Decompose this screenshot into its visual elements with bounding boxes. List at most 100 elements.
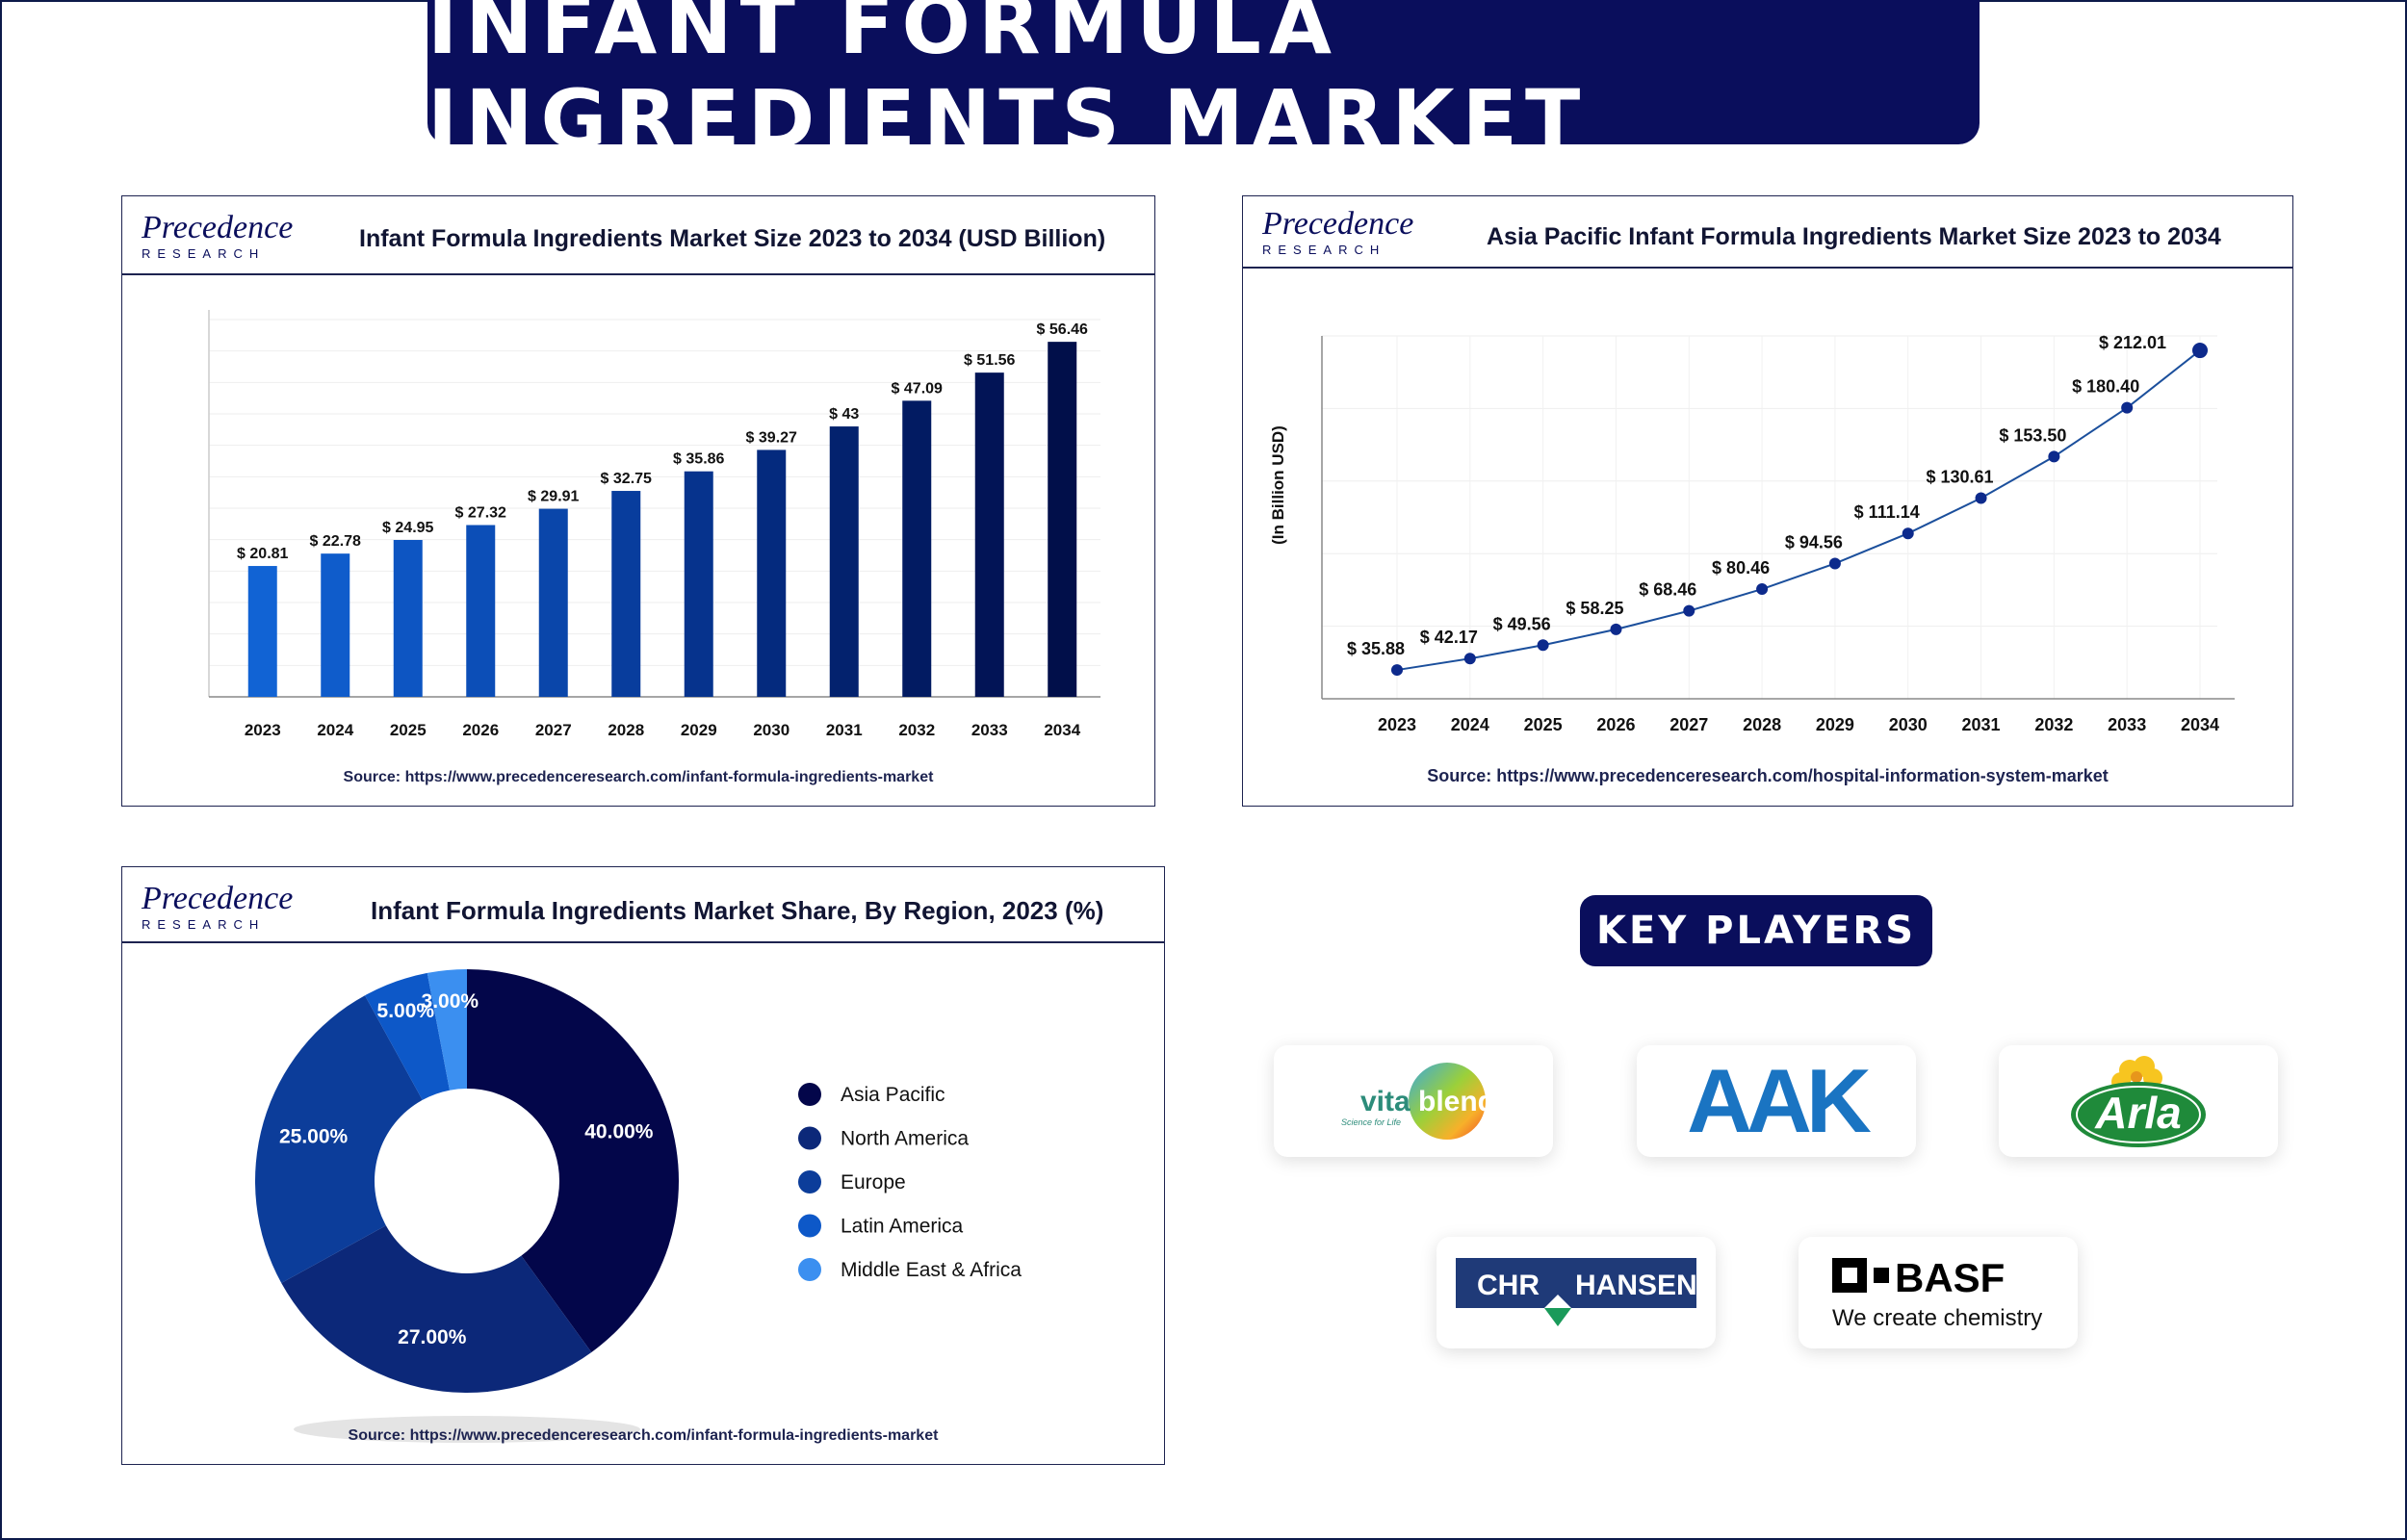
- x-tick-label: 2032: [898, 721, 935, 739]
- legend-label: North America: [841, 1128, 969, 1150]
- basf-tagline: We create chemistry: [1832, 1305, 2042, 1331]
- data-point: [1756, 583, 1769, 596]
- data-label: $ 47.09: [892, 380, 943, 397]
- arla-card: Arla: [1999, 1045, 2278, 1157]
- data-label: $ 20.81: [237, 546, 288, 562]
- slice-label: 25.00%: [279, 1126, 349, 1148]
- data-label: $ 58.25: [1566, 599, 1623, 618]
- panel-header: Precedence RESEARCH Infant Formula Ingre…: [122, 867, 1164, 943]
- data-label: $ 51.56: [964, 352, 1015, 369]
- y-axis-label: (In Billion USD): [1269, 425, 1287, 545]
- data-point: [1537, 639, 1549, 652]
- bar: [466, 525, 496, 697]
- line-chart: $ 35.88 2023 $ 42.17 2024 $ 49.56 2025 $ 58.25…: [1269, 333, 2235, 734]
- x-tick-label: 2028: [608, 721, 644, 739]
- bar: [321, 553, 350, 697]
- donut-slice: [467, 969, 679, 1352]
- basf-square-icon: [1832, 1258, 1889, 1293]
- basf-text: BASF: [1895, 1255, 2005, 1300]
- legend-label: Middle East & Africa: [841, 1259, 1022, 1281]
- logo-sub: RESEARCH: [1262, 243, 1386, 257]
- x-tick-label: 2024: [1451, 715, 1489, 734]
- line-chart-title: Asia Pacific Infant Formula Ingredients …: [1487, 223, 2221, 250]
- data-label: $ 111.14: [1854, 502, 1920, 522]
- x-tick-label: 2034: [1044, 721, 1080, 739]
- bar: [538, 508, 568, 697]
- data-point: [1975, 492, 1987, 504]
- donut-chart-title: Infant Formula Ingredients Market Share,…: [371, 896, 1104, 925]
- data-label: $ 24.95: [382, 520, 433, 536]
- data-point: [1610, 623, 1622, 635]
- x-tick-label: 2027: [1669, 715, 1708, 734]
- data-label: $ 43: [829, 406, 859, 423]
- data-point: [1463, 653, 1476, 665]
- legend-label: Europe: [841, 1171, 906, 1194]
- logo-text: Precedence: [142, 881, 294, 916]
- bar: [611, 491, 641, 697]
- x-tick-label: 2028: [1743, 715, 1781, 734]
- vitablend-logo: vita blend Science for Life: [1341, 1063, 1495, 1140]
- x-tick-label: 2031: [1962, 715, 2001, 734]
- key-players-title: KEY PLAYERS: [1580, 895, 1932, 966]
- bar: [974, 372, 1004, 697]
- x-tick-label: 2026: [462, 721, 499, 739]
- bar: [1048, 342, 1077, 697]
- data-label: $ 80.46: [1712, 558, 1770, 578]
- bar-chart: $ 20.81 2023 $ 22.78 2024 $ 24.95 2025 $ 27.32…: [208, 310, 1100, 739]
- bar-chart-panel: Precedence RESEARCH Infant Formula Ingre…: [121, 195, 1155, 807]
- donut-shadow: [294, 1416, 640, 1443]
- slice-label: 27.00%: [398, 1326, 467, 1348]
- aak-card: AAK: [1637, 1045, 1916, 1157]
- bar: [757, 449, 787, 697]
- x-tick-label: 2030: [1889, 715, 1928, 734]
- data-point: [1828, 557, 1841, 570]
- x-tick-label: 2033: [2108, 715, 2146, 734]
- data-label: $ 68.46: [1639, 580, 1696, 600]
- legend-marker: [798, 1170, 821, 1194]
- precedence-logo: Precedence RESEARCH: [142, 881, 305, 933]
- bar-chart-title: Infant Formula Ingredients Market Size 2…: [359, 225, 1106, 252]
- bar-chart-source: Source: https://www.precedenceresearch.c…: [343, 769, 934, 785]
- data-label: $ 130.61: [1927, 468, 1994, 487]
- chr-text: CHR: [1477, 1270, 1540, 1301]
- data-point: [2048, 450, 2060, 463]
- x-tick-label: 2034: [2181, 715, 2219, 734]
- data-label: $ 35.88: [1347, 639, 1405, 658]
- hansen-text: HANSEN: [1575, 1270, 1697, 1301]
- donut-chart: 40.00% 27.00% 25.00% 5.00%3.00% Asia Pacific…: [255, 969, 1022, 1443]
- slice-label: 40.00%: [584, 1121, 654, 1143]
- data-label: $ 32.75: [601, 471, 652, 487]
- data-label: $ 56.46: [1037, 321, 1088, 338]
- aak-logo: AAK: [1687, 1050, 1877, 1151]
- slice-label: 5.00%: [377, 1000, 435, 1022]
- x-tick-label: 2029: [1816, 715, 1854, 734]
- legend-marker: [798, 1214, 821, 1238]
- title-banner: INFANT FORMULA INGREDIENTS MARKET: [427, 0, 1980, 167]
- bar: [902, 400, 932, 697]
- basf-logo: BASF We create chemistry: [1832, 1255, 2042, 1331]
- panel-header: Precedence RESEARCH Infant Formula Ingre…: [122, 196, 1154, 275]
- page-title: INFANT FORMULA INGREDIENTS MARKET: [427, 0, 1589, 167]
- donut-chart-panel: Precedence RESEARCH Infant Formula Ingre…: [121, 866, 1165, 1465]
- x-tick-label: 2030: [753, 721, 789, 739]
- logo-text: Precedence: [142, 210, 294, 245]
- line-chart-panel: Precedence RESEARCH Asia Pacific Infant …: [1242, 195, 2293, 807]
- bar: [829, 426, 859, 697]
- vitablend-word1: vita: [1360, 1086, 1411, 1117]
- x-tick-label: 2023: [1378, 715, 1416, 734]
- x-tick-label: 2026: [1596, 715, 1635, 734]
- data-point: [1902, 527, 1914, 540]
- arla-logo: Arla: [2071, 1056, 2206, 1147]
- legend-label: Latin America: [841, 1216, 964, 1238]
- x-tick-label: 2033: [971, 721, 1008, 739]
- x-tick-label: 2031: [826, 721, 863, 739]
- slice-label: 3.00%: [422, 990, 479, 1013]
- data-point: [2192, 343, 2208, 359]
- x-tick-label: 2024: [317, 721, 353, 739]
- aak-text: AAK: [1687, 1050, 1872, 1151]
- x-tick-label: 2029: [681, 721, 717, 739]
- donut-slice: [427, 969, 467, 1091]
- data-label: $ 35.86: [673, 451, 724, 468]
- legend-marker: [798, 1258, 821, 1281]
- donut-slice: [255, 995, 423, 1283]
